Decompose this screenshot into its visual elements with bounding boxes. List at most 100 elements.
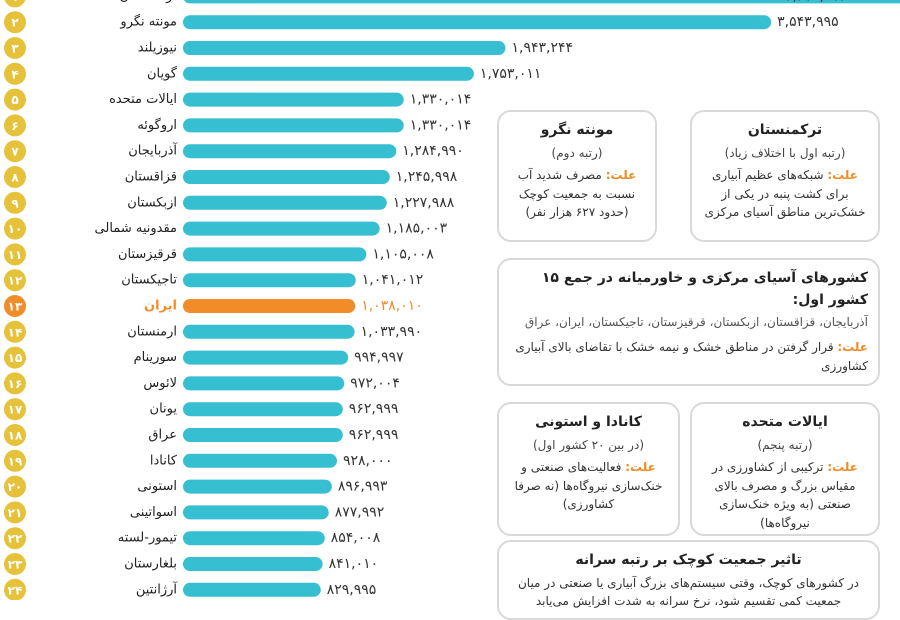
bar xyxy=(183,0,900,4)
bar xyxy=(183,376,345,391)
category-label: عراق xyxy=(148,428,177,443)
category-label: تاجیکستان xyxy=(121,273,177,288)
bar xyxy=(183,479,332,494)
rank-label: ۱۳ xyxy=(8,300,23,314)
bar xyxy=(183,428,343,442)
value-label: ۴,۶۷۰,۰۱۲ xyxy=(785,0,847,4)
value-label: ۱,۲۴۵,۹۹۸ xyxy=(396,169,458,185)
rank-label: ۹ xyxy=(11,196,19,210)
rank-badge xyxy=(4,372,26,395)
rank-badge xyxy=(4,553,26,575)
rank-label: ۱ xyxy=(11,0,18,4)
rank-badge xyxy=(4,217,26,240)
rank-label: ۱۷ xyxy=(8,403,23,417)
value-label: ۱,۲۲۷,۹۸۸ xyxy=(393,195,455,211)
category-label: قرقیزستان xyxy=(118,247,177,262)
rank-badge xyxy=(4,88,26,111)
bar xyxy=(183,66,474,81)
panel-title: مونته نگرو xyxy=(540,122,614,138)
rank-label: ۱۴ xyxy=(8,325,23,339)
panel-subtitle: (رتبه پنجم) xyxy=(757,437,813,452)
category-label: لائوس xyxy=(143,376,177,391)
rank-label: ۲۱ xyxy=(8,506,23,520)
category-label: تیمور-لسته xyxy=(118,531,178,546)
value-label: ۱,۲۸۴,۹۹۰ xyxy=(402,143,464,159)
category-label: ترکمنستان xyxy=(120,0,178,4)
bar xyxy=(183,41,506,55)
value-label: ۱,۰۳۸,۰۱۰ xyxy=(361,298,423,314)
category-label: بلغارستان xyxy=(124,557,177,572)
category-label: سورینام xyxy=(134,350,177,365)
rank-label: ۲۲ xyxy=(8,532,23,546)
page: {"chart_data": {"type": "bar", "ranks": … xyxy=(4,0,900,620)
chart: ۱ ترکمنستان ۴,۶۷۰,۰۱۲ ۲ مونته نگرو ۳,۵۴۳,۹۹۵ ۳… xyxy=(4,0,900,600)
category-label: ایالات متحده xyxy=(109,92,177,107)
rank-badge xyxy=(4,62,26,85)
cause-text: شبکه‌های عظیم آبیاری برای کشت پنبه در یک… xyxy=(704,168,866,220)
value-label: ۹۲۸,۰۰۰ xyxy=(343,453,393,469)
panel: کشورهای آسیای مرکزی و خاورمیانه در جمع ۱… xyxy=(497,258,880,386)
rank-badge xyxy=(4,269,26,292)
rank-label: ۸ xyxy=(11,171,19,185)
category-label: استونی xyxy=(137,479,177,494)
rank-label: ۳ xyxy=(11,42,19,56)
bar xyxy=(183,350,349,365)
value-label: ۱,۱۰۵,۰۰۸ xyxy=(372,246,434,262)
rank-label: ۲ xyxy=(11,16,19,30)
bar xyxy=(183,118,404,133)
rank-badge xyxy=(4,11,26,34)
bar xyxy=(183,144,397,159)
bar xyxy=(183,531,325,546)
value-label: ۹۶۲,۹۹۹ xyxy=(349,427,399,443)
category-label: گویان xyxy=(147,65,178,81)
panel-title: کشورهای آسیای مرکزی و خاورمیانه در جمع ۱… xyxy=(541,270,868,308)
bar xyxy=(183,170,390,184)
value-label: ۸۹۶,۹۹۳ xyxy=(338,479,388,495)
rank-badge xyxy=(4,501,26,524)
cause-label: علت: xyxy=(605,168,637,183)
category-label: اروگوئه xyxy=(137,117,177,133)
rank-badge xyxy=(4,114,26,137)
panel: ترکمنستان (رتبه اول با اختلاف زیاد) علت:… xyxy=(690,110,880,242)
category-label: آرژانتین xyxy=(136,580,179,597)
rank-label: ۱۸ xyxy=(8,429,23,443)
rank-label: ۱۶ xyxy=(8,377,23,391)
rank-label: ۴ xyxy=(11,67,18,81)
cause-text: ترکیبی از کشاورزی در مقیاس بزرگ و مصرف ب… xyxy=(712,460,856,531)
bar xyxy=(183,299,356,313)
bar xyxy=(183,273,356,288)
rank-badge xyxy=(4,37,26,59)
cause-text: فعالیت‌های صنعتی و خنک‌سازی نیروگاه‌ها (… xyxy=(514,460,663,512)
rank-label: ۱۲ xyxy=(8,274,23,288)
bar xyxy=(183,324,355,339)
value-label: ۱,۱۸۵,۰۰۳ xyxy=(386,221,448,237)
category-label: یونان xyxy=(150,402,178,417)
category-label: ازبکستان xyxy=(127,195,177,210)
rank-badge xyxy=(4,191,26,214)
rank-label: ۲۳ xyxy=(8,558,23,572)
rank-label: ۱۵ xyxy=(8,351,23,365)
bar xyxy=(183,582,321,597)
rank-label: ۲۴ xyxy=(8,583,23,597)
bar xyxy=(183,221,380,236)
value-label: ۱,۳۳۰,۰۱۴ xyxy=(410,92,472,108)
bar xyxy=(183,402,343,417)
value-label: ۸۵۴,۰۰۸ xyxy=(331,530,381,546)
value-label: ۱,۹۴۳,۲۴۴ xyxy=(511,40,573,56)
value-label: ۸۲۹,۹۹۵ xyxy=(327,582,377,598)
cause-label: علت: xyxy=(625,460,656,475)
rank-badge xyxy=(4,295,26,317)
value-label: ۳,۵۴۳,۹۹۵ xyxy=(777,14,839,30)
category-label: مقدونیه شمالی xyxy=(95,221,177,236)
bar xyxy=(183,92,404,107)
rank-label: ۲۰ xyxy=(8,480,23,494)
rank-badge xyxy=(4,398,26,421)
panel: تاثیر جمعیت کوچک بر رتبه سرانه در کشورها… xyxy=(497,540,880,620)
value-label: ۸۴۱,۰۱۰ xyxy=(329,556,379,572)
bar xyxy=(183,15,772,30)
panel-subtitle: (رتبه اول با اختلاف زیاد) xyxy=(724,145,846,160)
bar xyxy=(183,505,329,520)
rank-badge xyxy=(4,527,26,550)
value-label: ۸۷۷,۹۹۲ xyxy=(335,504,385,520)
panel-subtitle: (رتبه دوم) xyxy=(551,145,603,160)
